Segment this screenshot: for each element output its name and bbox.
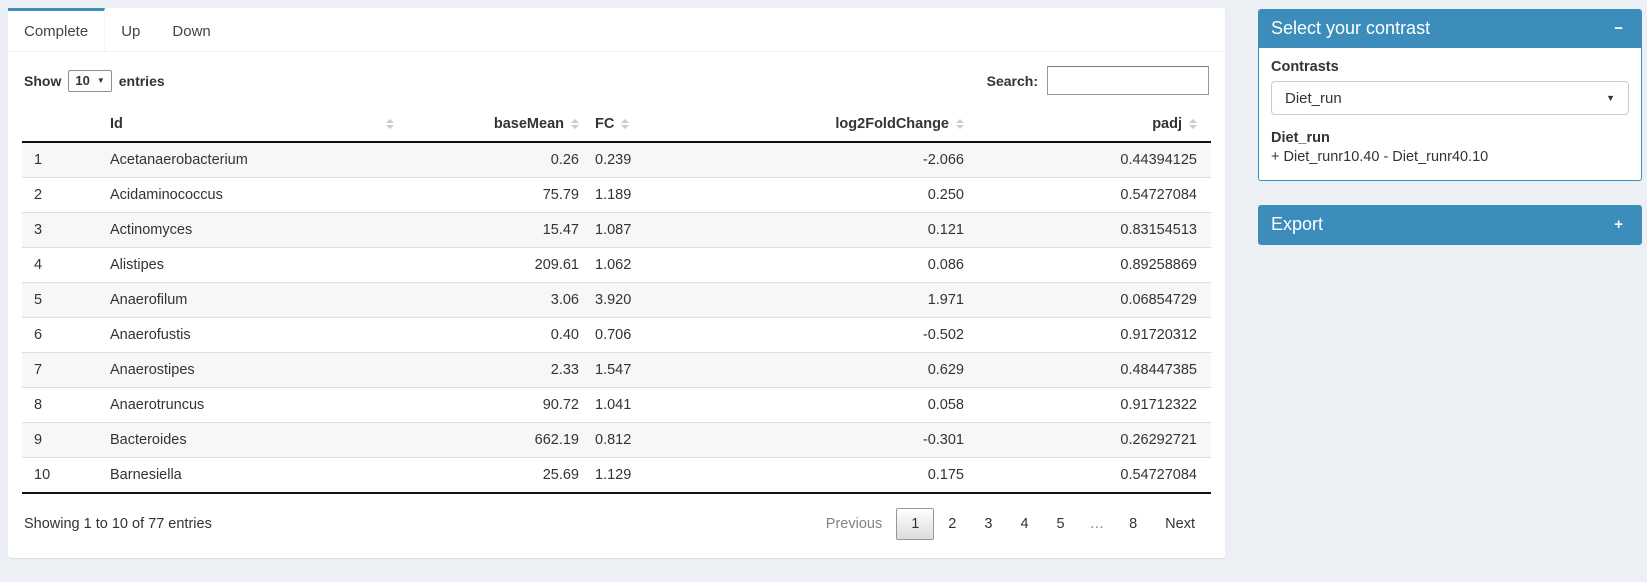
results-table: Id baseMean FC — [22, 107, 1211, 494]
contrast-formula: + Diet_runr10.40 - Diet_runr40.10 — [1271, 149, 1489, 165]
pagination-page-4[interactable]: 4 — [1020, 516, 1029, 532]
contrast-name: Diet_run — [1271, 130, 1330, 146]
column-header-rownum — [22, 107, 102, 143]
table-row: 2 Acidaminococcus 75.79 1.189 0.250 0.54… — [22, 177, 1211, 213]
table-row: 5 Anaerofilum 3.06 3.920 1.971 0.0685472… — [22, 282, 1211, 318]
contrast-box-body: Contrasts Diet_run ▼ Diet_run + Diet_run… — [1259, 48, 1641, 180]
export-box-header: Export + — [1258, 205, 1642, 245]
column-header-basemean[interactable]: baseMean — [402, 107, 587, 143]
contrast-box: Select your contrast − Contrasts Diet_ru… — [1258, 9, 1642, 181]
contrast-box-title: Select your contrast — [1271, 18, 1431, 38]
page-length-value: 10 — [75, 72, 90, 88]
search-control: Search: — [987, 66, 1209, 95]
pagination-previous[interactable]: Previous — [825, 516, 883, 532]
collapse-icon[interactable]: − — [1608, 21, 1629, 36]
pagination: Previous 1 2 3 4 5 … 8 Next — [812, 508, 1209, 540]
table-controls: Show 10 ▼ entries Search: — [22, 62, 1211, 107]
pagination-page-2[interactable]: 2 — [948, 516, 957, 532]
table-row: 8 Anaerotruncus 90.72 1.041 0.058 0.9171… — [22, 387, 1211, 423]
entries-label: entries — [118, 72, 165, 89]
sort-icon — [571, 119, 579, 129]
table-header-row: Id baseMean FC — [22, 107, 1211, 143]
tab-up[interactable]: Up — [121, 23, 141, 40]
tab-bar: Complete Up Down — [8, 8, 1225, 52]
pagination-page-1[interactable]: 1 — [896, 508, 935, 540]
results-panel: Complete Up Down Show 10 ▼ entries Searc… — [8, 8, 1225, 558]
page-length-select[interactable]: 10 ▼ — [68, 69, 112, 92]
sort-icon — [1189, 119, 1197, 129]
sort-icon — [386, 119, 394, 129]
table-footer: Showing 1 to 10 of 77 entries Previous 1… — [22, 494, 1211, 544]
show-label: Show — [24, 72, 62, 89]
tab-down[interactable]: Down — [172, 23, 211, 40]
pagination-page-8[interactable]: 8 — [1129, 516, 1138, 532]
expand-icon[interactable]: + — [1608, 217, 1629, 232]
search-label: Search: — [986, 72, 1038, 89]
contrasts-label: Contrasts — [1271, 59, 1339, 75]
pagination-ellipsis: … — [1089, 516, 1105, 532]
table-info: Showing 1 to 10 of 77 entries — [24, 516, 212, 532]
contrast-box-header: Select your contrast − — [1259, 10, 1641, 48]
table-row: 4 Alistipes 209.61 1.062 0.086 0.8925886… — [22, 247, 1211, 283]
column-header-log2foldchange[interactable]: log2FoldChange — [707, 107, 972, 143]
table-row: 1 Acetanaerobacterium 0.26 0.239 -2.066 … — [22, 142, 1211, 178]
table-row: 6 Anaerofustis 0.40 0.706 -0.502 0.91720… — [22, 317, 1211, 353]
page-length-control: Show 10 ▼ entries — [24, 69, 165, 92]
column-header-padj[interactable]: padj — [972, 107, 1211, 143]
pagination-page-5[interactable]: 5 — [1056, 516, 1065, 532]
tab-complete[interactable]: Complete — [8, 8, 106, 51]
export-box-title: Export — [1271, 214, 1324, 234]
table-row: 3 Actinomyces 15.47 1.087 0.121 0.831545… — [22, 212, 1211, 248]
pagination-page-3[interactable]: 3 — [984, 516, 993, 532]
table-row: 7 Anaerostipes 2.33 1.547 0.629 0.484473… — [22, 352, 1211, 388]
caret-down-icon: ▼ — [96, 75, 105, 85]
contrast-select-value: Diet_run — [1285, 89, 1342, 107]
table-row: 10 Barnesiella 25.69 1.129 0.175 0.54727… — [22, 457, 1211, 493]
column-header-id[interactable]: Id — [102, 107, 402, 143]
pagination-next[interactable]: Next — [1165, 516, 1195, 532]
sidebar-column: Select your contrast − Contrasts Diet_ru… — [1258, 9, 1642, 245]
contrast-select[interactable]: Diet_run ▼ — [1271, 81, 1629, 115]
sort-icon — [956, 119, 964, 129]
search-input[interactable] — [1047, 66, 1209, 95]
sort-icon — [621, 119, 630, 129]
caret-down-icon: ▼ — [1606, 93, 1615, 103]
column-header-fc[interactable]: FC — [587, 107, 707, 143]
tab-content: Show 10 ▼ entries Search: — [8, 52, 1225, 558]
table-row: 9 Bacteroides 662.19 0.812 -0.301 0.2629… — [22, 422, 1211, 458]
